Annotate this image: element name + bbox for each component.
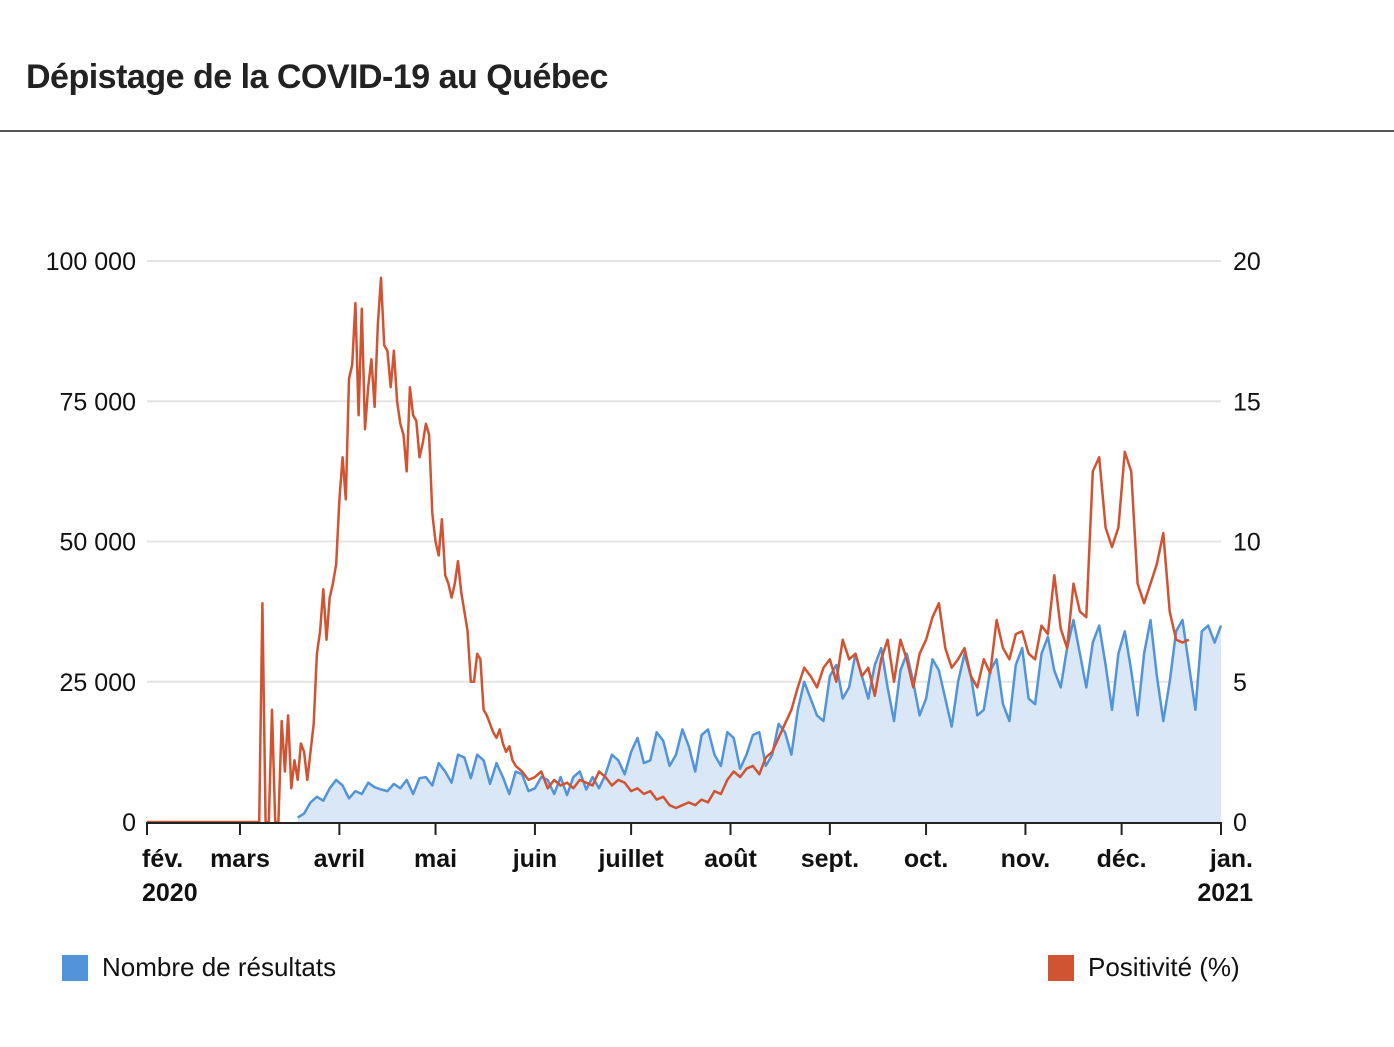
x-tick-label: mai: [414, 845, 457, 873]
right-tick-label: 0: [1233, 809, 1247, 837]
legend-item-positivity: Positivité (%): [1048, 952, 1240, 983]
legend-item-results: Nombre de résultats: [62, 952, 336, 983]
x-tick-label: nov.: [1001, 845, 1051, 873]
title-divider: [0, 130, 1394, 132]
legend-swatch-results: [62, 954, 88, 981]
left-tick-label: 75 000: [60, 388, 136, 416]
right-tick-label: 15: [1233, 388, 1261, 416]
x-tick-label: juin: [512, 845, 557, 873]
x-tick-label: août: [704, 845, 757, 873]
right-tick-label: 20: [1233, 248, 1261, 276]
x-tick-label: sept.: [801, 845, 859, 873]
x-tick-label: déc.: [1097, 845, 1147, 873]
x-tick-label: oct.: [904, 845, 948, 873]
legend-label-results: Nombre de résultats: [102, 952, 337, 982]
x-tick-label: juillet: [597, 845, 664, 873]
right-tick-label: 5: [1233, 669, 1247, 697]
x-tick-label: avril: [314, 845, 365, 873]
right-tick-label: 10: [1233, 529, 1261, 557]
series-lines: [147, 276, 1223, 824]
left-tick-label: 50 000: [60, 529, 136, 557]
x-tick-year-label: 2020: [142, 879, 198, 907]
x-tick-label: jan.: [1209, 845, 1253, 873]
legend-label-positivity: Positivité (%): [1088, 952, 1240, 982]
positivity-line: [147, 276, 1190, 824]
left-tick-label: 100 000: [46, 248, 136, 276]
x-tick-label: fév.: [142, 845, 183, 873]
x-tick-year-label: 2021: [1197, 879, 1253, 907]
left-tick-label: 25 000: [60, 669, 136, 697]
results-area-fill: [297, 620, 1221, 822]
results-area: [297, 620, 1221, 822]
axes: 0 25 000 50 000 75 000 100 000 0 5 10 15 20 fév. 20…: [46, 248, 1261, 907]
page-title: Dépistage de la COVID-19 au Québec: [26, 58, 608, 96]
legend-swatch-positivity: [1048, 954, 1074, 981]
x-tick-label: mars: [210, 845, 270, 873]
left-tick-label: 0: [122, 809, 136, 837]
